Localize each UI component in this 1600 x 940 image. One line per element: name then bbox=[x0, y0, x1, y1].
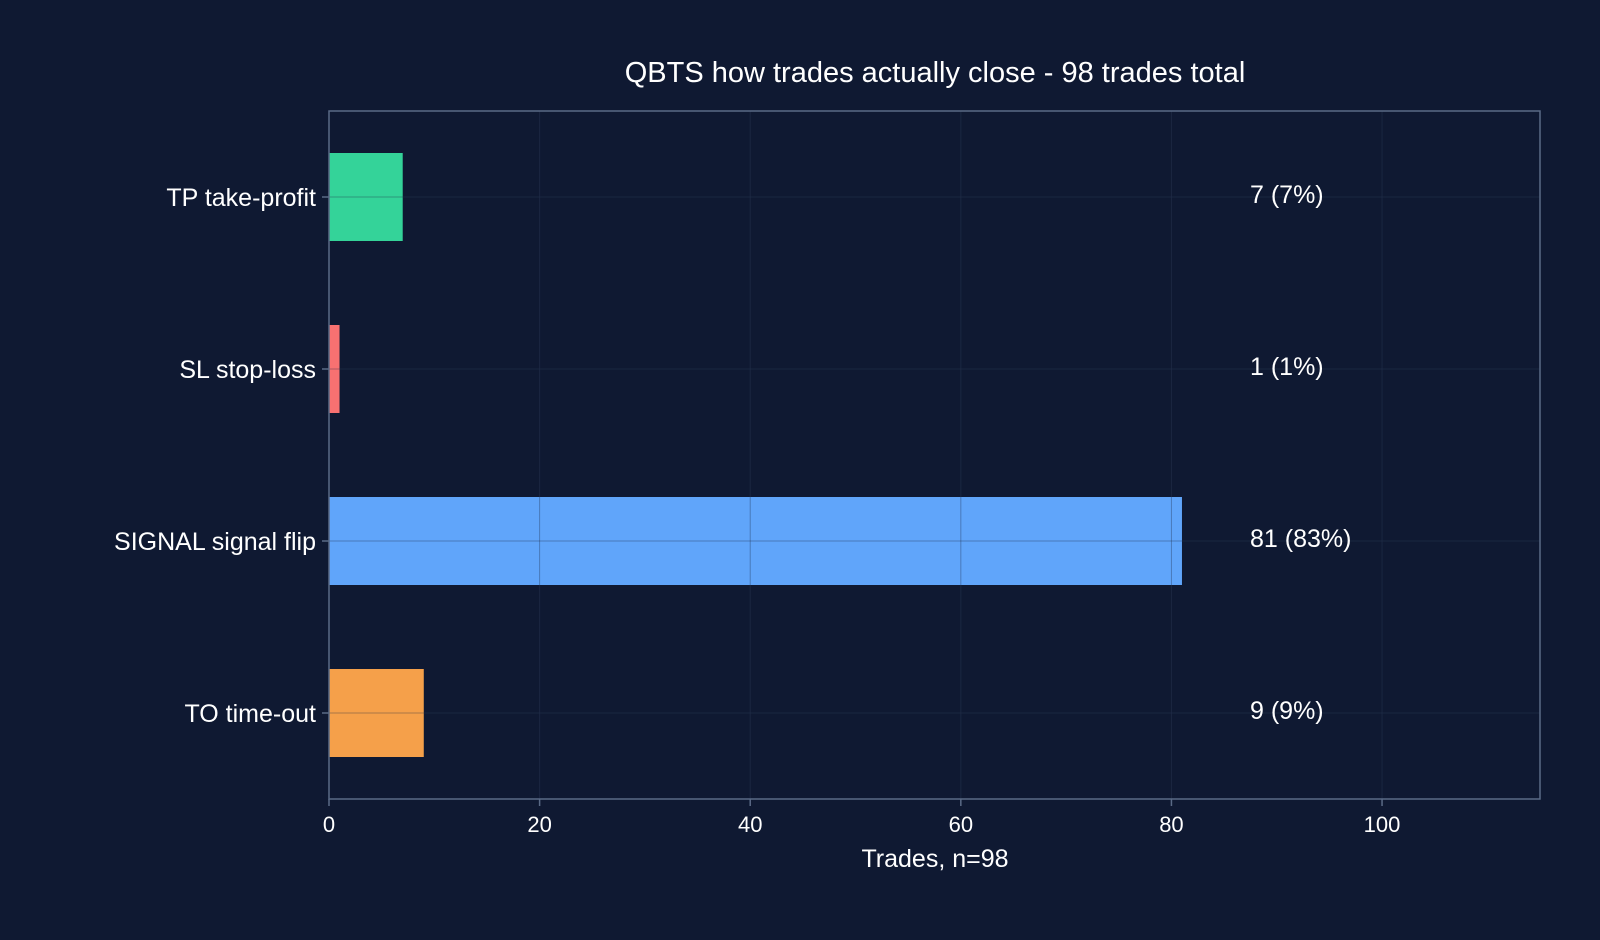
value-annotation: 1 (1%) bbox=[1250, 353, 1324, 381]
bar-tp-take-profit bbox=[329, 153, 403, 241]
y-tick-label: SIGNAL signal flip bbox=[114, 528, 316, 556]
bar-sl-stop-loss bbox=[329, 325, 340, 413]
y-axis-ticks: TP take-profit SL stop-loss SIGNAL signal … bbox=[114, 184, 329, 728]
value-annotation: 81 (83%) bbox=[1250, 525, 1351, 553]
bar-to-time-out bbox=[329, 669, 424, 757]
x-axis-label: Trades, n=98 bbox=[861, 845, 1008, 873]
value-annotation: 9 (9%) bbox=[1250, 697, 1324, 725]
x-tick-label: 100 bbox=[1364, 812, 1401, 837]
x-tick-label: 80 bbox=[1159, 812, 1183, 837]
bar-layer bbox=[329, 153, 1182, 757]
grid-overlay-layer bbox=[329, 111, 1540, 799]
value-annotation: 7 (7%) bbox=[1250, 181, 1324, 209]
y-tick-label: TP take-profit bbox=[166, 184, 316, 212]
y-tick-label: SL stop-loss bbox=[179, 356, 316, 384]
chart-title: QBTS how trades actually close - 98 trad… bbox=[625, 57, 1246, 89]
annotation-layer: 7 (7%) 1 (1%) 81 (83%) 9 (9%) bbox=[1250, 181, 1351, 725]
y-tick-label: TO time-out bbox=[184, 700, 316, 728]
grid-layer bbox=[329, 111, 1540, 799]
x-tick-label: 0 bbox=[323, 812, 335, 837]
x-axis-ticks: 0 20 40 60 80 100 bbox=[323, 799, 1401, 837]
x-tick-label: 40 bbox=[738, 812, 762, 837]
x-tick-label: 20 bbox=[527, 812, 551, 837]
plot-frame bbox=[328, 110, 1541, 800]
x-tick-label: 60 bbox=[949, 812, 973, 837]
bar-signal-signal-flip bbox=[329, 497, 1182, 585]
